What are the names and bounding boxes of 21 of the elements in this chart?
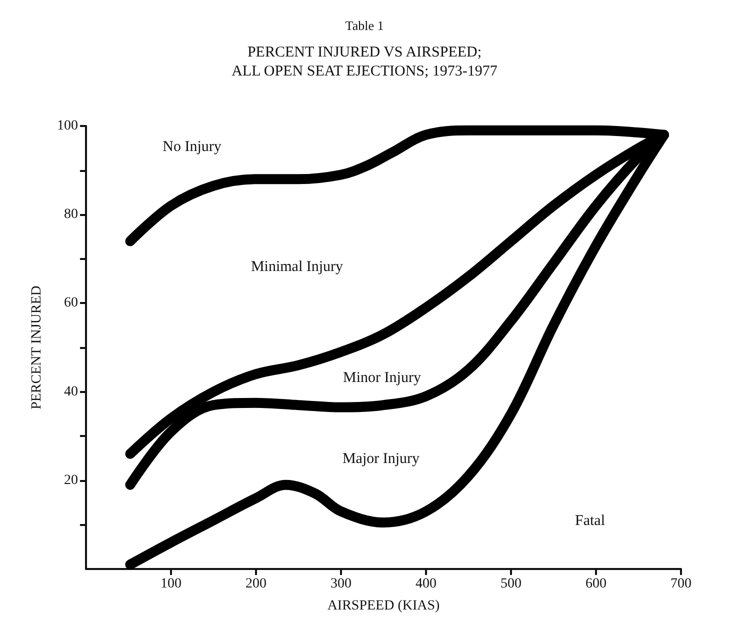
y-tick-label: 80 [64, 207, 78, 222]
y-tick-label: 100 [57, 118, 78, 134]
x-tick-label: 700 [670, 576, 692, 592]
y-tick-label: 40 [64, 384, 78, 400]
annotation: Minor Injury [343, 370, 422, 386]
annotation: Fatal [575, 513, 605, 529]
x-tick-label: 200 [246, 576, 266, 592]
x-tick-label: 600 [586, 576, 606, 592]
y-axis-title: PERCENT INJURED [30, 286, 44, 410]
chart-title: PERCENT INJURED VS AIRSPEED; ALL OPEN SEAT EJECTIONS; 1973-1977 [232, 44, 498, 80]
caption: Table 1 [345, 18, 384, 33]
y-tick-label: 60 [64, 296, 78, 311]
x-tick-label: 500 [500, 576, 522, 592]
annotation: No Injury [162, 139, 222, 155]
annotation: Minimal Injury [250, 259, 344, 275]
x-tick-label: 100 [160, 576, 182, 592]
x-axis-title: AIRSPEED (KIAS) [327, 598, 440, 614]
y-tick-label: 20 [64, 472, 78, 488]
x-tick-label: 400 [416, 576, 436, 592]
annotation: Major Injury [342, 451, 420, 467]
x-tick-label: 300 [330, 576, 352, 592]
